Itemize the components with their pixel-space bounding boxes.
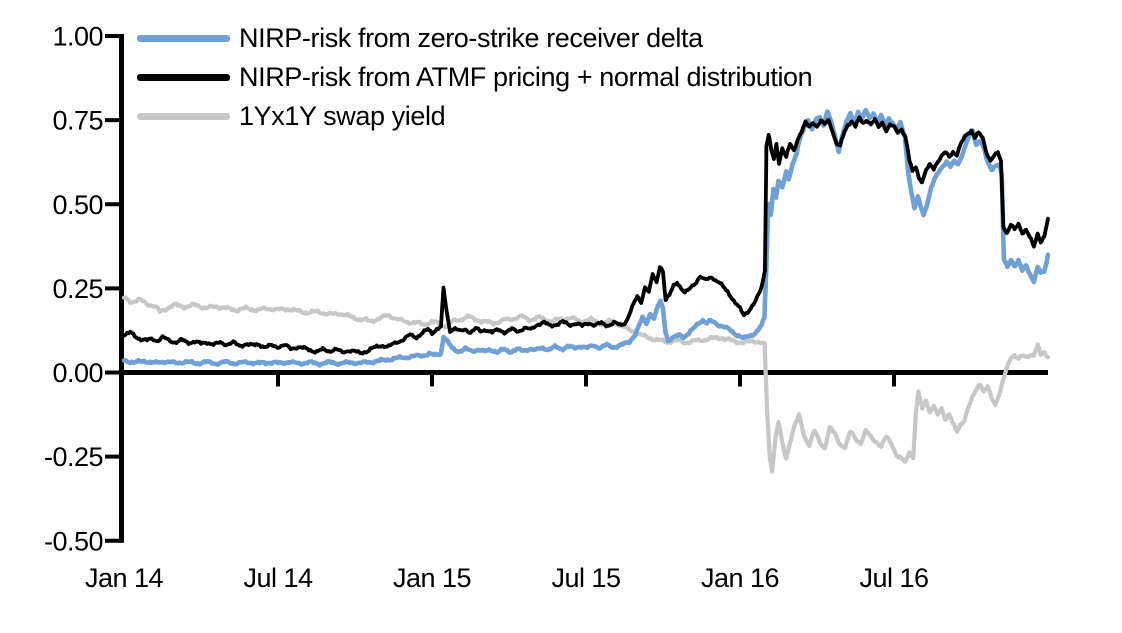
x-tick-label: Jul 15 bbox=[551, 563, 620, 593]
series-lines bbox=[121, 107, 1051, 474]
legend-line-black-icon bbox=[137, 74, 230, 81]
legend-label: 1Yx1Y swap yield bbox=[239, 101, 446, 131]
y-tick-label: 1.00 bbox=[52, 22, 103, 52]
x-tick-label: Jan 15 bbox=[393, 563, 471, 593]
legend-label: NIRP-risk from zero-strike receiver delt… bbox=[239, 23, 703, 53]
y-tick-label: 0.25 bbox=[52, 274, 103, 304]
legend-line-blue-icon bbox=[137, 35, 230, 42]
legend-item: NIRP-risk from ATMF pricing + normal dis… bbox=[137, 58, 813, 97]
tick-labels: 1.00 0.75 0.50 0.25 0.00 -0.25 -0.50 Jan 14 Jul … bbox=[44, 22, 929, 594]
legend-item: NIRP-risk from zero-strike receiver delt… bbox=[137, 19, 812, 58]
y-tick-label: -0.50 bbox=[44, 526, 103, 556]
y-tick-label: 0.50 bbox=[52, 190, 103, 220]
series-line-1 bbox=[122, 115, 1050, 356]
legend-item: 1Yx1Y swap yield bbox=[137, 97, 812, 136]
series-line-0 bbox=[121, 107, 1051, 368]
x-tick-label: Jan 14 bbox=[85, 563, 164, 593]
legend-line-gray-icon bbox=[137, 113, 230, 120]
x-tick-label: Jul 14 bbox=[243, 563, 313, 593]
legend-label: NIRP-risk from ATMF pricing + normal dis… bbox=[239, 62, 813, 92]
y-tick-label: -0.25 bbox=[44, 442, 103, 472]
legend: NIRP-risk from zero-strike receiver delt… bbox=[137, 19, 813, 136]
y-tick-label: 0.75 bbox=[52, 106, 103, 136]
x-tick-label: Jul 16 bbox=[859, 563, 928, 593]
x-tick-label: Jan 16 bbox=[701, 563, 779, 593]
axes bbox=[105, 34, 1048, 543]
y-tick-label: 0.00 bbox=[52, 358, 103, 388]
